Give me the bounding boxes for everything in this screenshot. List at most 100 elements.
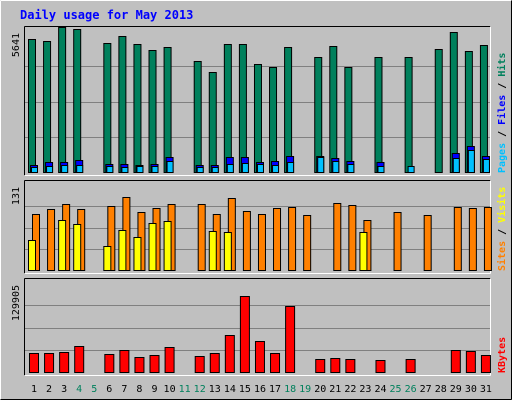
- kbytes-bar-kbytes-day-13: [209, 353, 220, 373]
- hits-bar-pages-day-4: [76, 165, 84, 173]
- visits-bar-sites-day-30: [468, 208, 477, 271]
- visits-bar-visits-day-9: [148, 223, 157, 271]
- hits-max-label: 5641: [11, 33, 22, 57]
- kbytes-bar-kbytes-day-2: [44, 353, 55, 373]
- visits-bar-sites-day-19: [303, 215, 312, 271]
- hits-bar-pages-day-15: [241, 163, 249, 173]
- hits-bar-hits-day-13: [208, 72, 217, 173]
- visits-bar-sites-day-22: [348, 205, 357, 271]
- x-tick-label-day-29: 29: [450, 384, 462, 395]
- hits-bars: [28, 27, 490, 173]
- hits-bar-pages-day-30: [467, 150, 475, 173]
- hits-bar-pages-day-14: [226, 164, 234, 173]
- x-tick-label-day-20: 20: [314, 384, 326, 395]
- hits-bar-pages-day-7: [121, 167, 129, 173]
- kbytes-bar-kbytes-day-6: [104, 354, 115, 373]
- kbytes-bar-kbytes-day-14: [224, 335, 235, 373]
- x-tick-label-day-27: 27: [420, 384, 432, 395]
- kbytes-bar-kbytes-day-30: [465, 351, 476, 373]
- hits-bar-hits-day-3: [58, 27, 67, 173]
- visits-bar-visits-day-23: [359, 232, 368, 271]
- legend-entry-kbytes: KBytes: [497, 337, 508, 373]
- hits-bar-hits-day-7: [118, 36, 127, 173]
- x-tick-label-day-24: 24: [374, 384, 386, 395]
- x-tick-label-day-28: 28: [435, 384, 447, 395]
- hits-bar-hits-day-22: [344, 67, 353, 173]
- hits-bar-pages-day-3: [61, 165, 69, 173]
- hits-bar-hits-day-29: [449, 32, 458, 173]
- visits-legend: Sites / Visits: [496, 187, 508, 271]
- visits-bar-sites-day-2: [47, 209, 56, 271]
- visits-bar-sites-day-18: [288, 207, 297, 271]
- hits-bar-pages-day-8: [136, 166, 144, 173]
- hits-bar-pages-day-6: [106, 166, 114, 173]
- hits-bar-pages-day-26: [407, 166, 415, 173]
- kbytes-bar-kbytes-day-18: [285, 306, 296, 373]
- visits-plot-area: [24, 180, 491, 274]
- hits-bar-hits-day-10: [163, 47, 172, 173]
- x-tick-label-day-16: 16: [254, 384, 266, 395]
- x-tick-label-day-17: 17: [269, 384, 281, 395]
- legend-entry-hits: Hits: [496, 53, 508, 77]
- visits-bar-sites-day-31: [483, 207, 492, 271]
- hits-bar-pages-day-10: [166, 161, 174, 173]
- hits-bar-pages-day-31: [482, 159, 490, 173]
- chart-panels: 5641 Pages / Files / Hits 131 Sites / Visit…: [11, 26, 508, 376]
- hits-bar-hits-day-15: [238, 44, 247, 173]
- hits-legend: Pages / Files / Hits: [496, 53, 508, 173]
- x-tick-label-day-7: 7: [121, 384, 127, 395]
- visits-bar-sites-day-27: [423, 215, 432, 271]
- legend-entry-visits: Visits: [496, 187, 508, 223]
- hits-bar-pages-day-29: [452, 158, 460, 173]
- kbytes-bar-kbytes-day-21: [330, 358, 341, 373]
- x-tick-label-day-15: 15: [239, 384, 251, 395]
- hits-bar-hits-day-14: [223, 44, 232, 173]
- kbytes-bar-kbytes-day-24: [375, 360, 386, 373]
- visits-max-label: 131: [11, 187, 22, 205]
- hits-bar-pages-day-16: [256, 164, 264, 173]
- kbytes-bar-kbytes-day-16: [254, 341, 265, 373]
- hits-bar-hits-day-20: [314, 57, 323, 173]
- hits-bar-hits-day-26: [404, 57, 413, 173]
- hits-bar-pages-day-13: [211, 167, 219, 173]
- kbytes-bar-kbytes-day-9: [149, 355, 160, 373]
- hits-bar-pages-day-17: [272, 165, 280, 173]
- visits-bar-visits-day-4: [73, 224, 82, 271]
- kbytes-bar-kbytes-day-4: [74, 346, 85, 373]
- hits-bar-hits-day-12: [193, 61, 202, 173]
- legend-separator: /: [497, 77, 508, 95]
- hits-bar-hits-day-1: [28, 39, 36, 173]
- x-tick-label-day-3: 3: [61, 384, 67, 395]
- visits-bar-visits-day-13: [208, 231, 217, 271]
- visits-bar-visits-day-14: [223, 232, 232, 271]
- hits-bar-hits-day-6: [103, 43, 112, 173]
- kbytes-bar-kbytes-day-31: [480, 355, 491, 373]
- visits-bars: [28, 197, 492, 271]
- x-tick-label-day-12: 12: [194, 384, 206, 395]
- x-tick-label-day-19: 19: [299, 384, 311, 395]
- visits-bar-visits-day-6: [103, 246, 112, 271]
- visits-bar-sites-day-16: [257, 214, 266, 271]
- kbytes-bar-kbytes-day-26: [405, 359, 416, 373]
- legend-entry-pages: Pages: [497, 143, 508, 173]
- hits-bar-pages-day-24: [377, 166, 385, 173]
- visits-bar-visits-day-7: [118, 230, 127, 271]
- visits-bar-sites-day-29: [453, 207, 462, 271]
- x-tick-label-day-9: 9: [152, 384, 158, 395]
- visits-bar-visits-day-10: [163, 221, 172, 271]
- x-tick-label-day-5: 5: [91, 384, 97, 395]
- x-tick-label-day-8: 8: [136, 384, 142, 395]
- hits-bar-pages-day-9: [151, 166, 159, 173]
- kbytes-panel: 129905 KBytes: [11, 278, 508, 376]
- kbytes-bar-kbytes-day-15: [239, 296, 250, 373]
- x-tick-label-day-6: 6: [106, 384, 112, 395]
- hits-bar-hits-day-31: [479, 45, 488, 173]
- visits-bar-sites-day-12: [197, 204, 206, 271]
- visits-bar-visits-day-1: [28, 240, 36, 271]
- x-tick-label-day-23: 23: [359, 384, 371, 395]
- hits-bar-hits-day-8: [133, 44, 142, 173]
- x-tick-label-day-2: 2: [46, 384, 52, 395]
- kbytes-bar-kbytes-day-29: [450, 350, 461, 373]
- legend-separator: /: [497, 125, 508, 143]
